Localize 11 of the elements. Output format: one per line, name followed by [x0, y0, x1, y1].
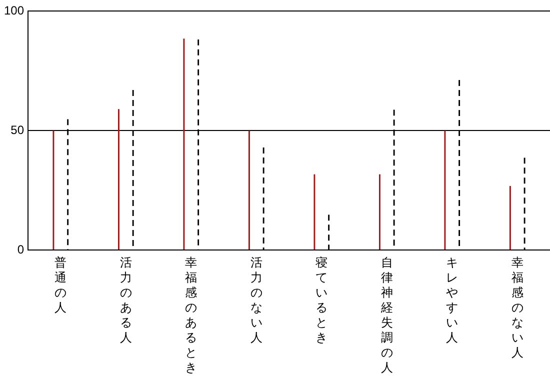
- x-tick-label: 幸福感のあるとき: [185, 256, 198, 375]
- x-tick-label: 活力のある人: [120, 256, 132, 345]
- x-tick-label: 自律神経失調の人: [380, 256, 393, 375]
- x-tick-label: 幸福感のない人: [511, 256, 524, 360]
- x-tick-label: キレやすい人: [446, 256, 458, 345]
- x-tick-label: 普通の人: [54, 256, 67, 315]
- y-tick-label: 50: [10, 122, 24, 137]
- y-tick-label: 0: [17, 242, 24, 256]
- y-tick-label: 100: [4, 4, 24, 18]
- x-tick-label: 活力のない人: [250, 256, 262, 345]
- x-tick-label: 寝ているとき: [316, 256, 328, 345]
